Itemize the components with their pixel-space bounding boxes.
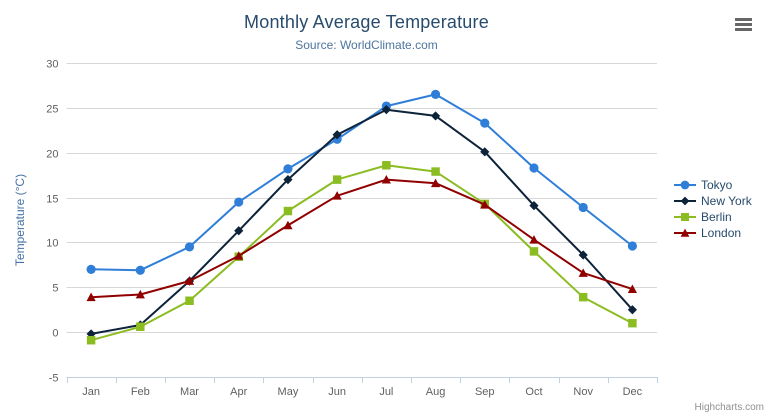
point-tokyo-nov[interactable] — [578, 202, 588, 213]
legend-item-new-york[interactable]: New York — [674, 193, 752, 209]
point-london-nov[interactable] — [578, 268, 588, 277]
x-axis-tick-label: Mar — [180, 386, 199, 398]
legend-label: New York — [701, 194, 752, 208]
point-london-jun[interactable] — [332, 191, 342, 200]
y-axis-title: Temperature (°C) — [13, 174, 27, 266]
point-new-york-sep[interactable] — [480, 147, 490, 157]
point-berlin-aug[interactable] — [431, 167, 440, 176]
export-menu-button[interactable] — [730, 13, 756, 35]
y-axis-tick-label: -5 — [49, 373, 59, 385]
legend: Tokyo New York Berlin London — [674, 177, 752, 241]
point-berlin-dec[interactable] — [628, 318, 637, 328]
legend-marker-square-icon — [674, 212, 696, 222]
series-london — [86, 175, 637, 302]
series-layer — [86, 89, 637, 345]
point-new-york-nov[interactable] — [578, 250, 588, 260]
y-axis-tick-label: 20 — [46, 149, 58, 161]
series-line-berlin[interactable] — [90, 164, 634, 342]
legend-label: Berlin — [701, 210, 732, 224]
x-axis-tick-label: Oct — [525, 386, 542, 398]
point-london-sep[interactable] — [480, 200, 490, 209]
point-tokyo-may[interactable] — [283, 164, 293, 174]
point-london-jan[interactable] — [86, 292, 96, 302]
legend-label: Tokyo — [701, 178, 733, 192]
point-berlin-may[interactable] — [283, 206, 293, 216]
series-tokyo — [86, 89, 637, 275]
series-line-london[interactable] — [90, 178, 634, 299]
point-berlin-feb[interactable] — [136, 322, 145, 331]
point-tokyo-mar[interactable] — [184, 242, 195, 252]
point-london-jul[interactable] — [381, 175, 391, 184]
point-new-york-apr[interactable] — [234, 226, 244, 236]
point-berlin-oct[interactable] — [529, 247, 539, 256]
x-axis-tick-label: Jul — [379, 386, 393, 398]
y-axis-tick-label: 5 — [52, 283, 58, 295]
axis-layer: -5 0 5 10 15 20 25 30 Jan Feb Mar Apr May Jun Jul Aug Se… — [46, 59, 658, 398]
series-line-tokyo[interactable] — [90, 93, 634, 272]
point-london-mar[interactable] — [184, 276, 195, 285]
x-axis-tick-label: Apr — [230, 386, 247, 398]
point-tokyo-apr[interactable] — [234, 197, 244, 207]
point-new-york-aug[interactable] — [430, 111, 441, 121]
x-axis-tick-label: Dec — [623, 386, 643, 398]
grid-layer — [66, 63, 657, 378]
point-berlin-jul[interactable] — [382, 161, 391, 170]
y-axis-tick-label: 30 — [46, 59, 58, 71]
point-london-dec[interactable] — [627, 284, 637, 293]
series-line-new-york[interactable] — [90, 108, 634, 335]
point-london-may[interactable] — [283, 220, 293, 230]
point-london-apr[interactable] — [234, 251, 244, 260]
legend-marker-diamond-icon — [674, 196, 696, 206]
y-axis-tick-label: 15 — [46, 194, 58, 206]
point-new-york-jul[interactable] — [381, 105, 391, 115]
chart-title: Monthly Average Temperature — [244, 12, 489, 32]
point-tokyo-jan[interactable] — [86, 264, 96, 274]
x-axis-tick-label: Sep — [475, 386, 495, 398]
legend-marker-triangle-icon — [674, 228, 696, 237]
series-new-york — [86, 105, 637, 339]
point-tokyo-aug[interactable] — [430, 89, 441, 99]
point-berlin-mar[interactable] — [185, 296, 194, 305]
point-london-aug[interactable] — [430, 178, 441, 188]
legend-marker-circle-icon — [674, 180, 696, 190]
legend-label: London — [701, 226, 742, 240]
y-axis-tick-label: 0 — [52, 328, 58, 340]
point-new-york-may[interactable] — [283, 175, 293, 185]
point-tokyo-oct[interactable] — [529, 163, 539, 173]
legend-item-tokyo[interactable]: Tokyo — [674, 177, 752, 193]
credits-link[interactable]: Highcharts.com — [694, 402, 764, 413]
x-axis-tick-label: Feb — [131, 386, 150, 398]
point-tokyo-feb[interactable] — [135, 265, 145, 275]
x-axis-tick-label: Jan — [82, 386, 100, 398]
x-axis-tick-label: Nov — [573, 386, 593, 398]
point-berlin-jun[interactable] — [332, 175, 342, 184]
point-london-feb[interactable] — [135, 289, 145, 299]
point-tokyo-sep[interactable] — [480, 118, 490, 128]
x-axis-tick-label: Aug — [426, 386, 446, 398]
legend-item-berlin[interactable]: Berlin — [674, 209, 752, 225]
point-tokyo-dec[interactable] — [627, 241, 637, 251]
y-axis-tick-label: 25 — [46, 104, 58, 116]
x-axis-tick-label: May — [278, 386, 299, 398]
point-new-york-oct[interactable] — [529, 201, 539, 211]
x-axis-tick-label: Jun — [328, 386, 346, 398]
point-berlin-jan[interactable] — [86, 335, 96, 345]
point-new-york-dec[interactable] — [627, 305, 637, 315]
point-london-oct[interactable] — [529, 235, 539, 244]
y-axis-tick-label: 10 — [46, 238, 58, 250]
point-new-york-jun[interactable] — [332, 130, 342, 140]
point-berlin-nov[interactable] — [578, 292, 588, 302]
chart-subtitle: Source: WorldClimate.com — [295, 38, 438, 52]
legend-item-london[interactable]: London — [674, 225, 752, 241]
